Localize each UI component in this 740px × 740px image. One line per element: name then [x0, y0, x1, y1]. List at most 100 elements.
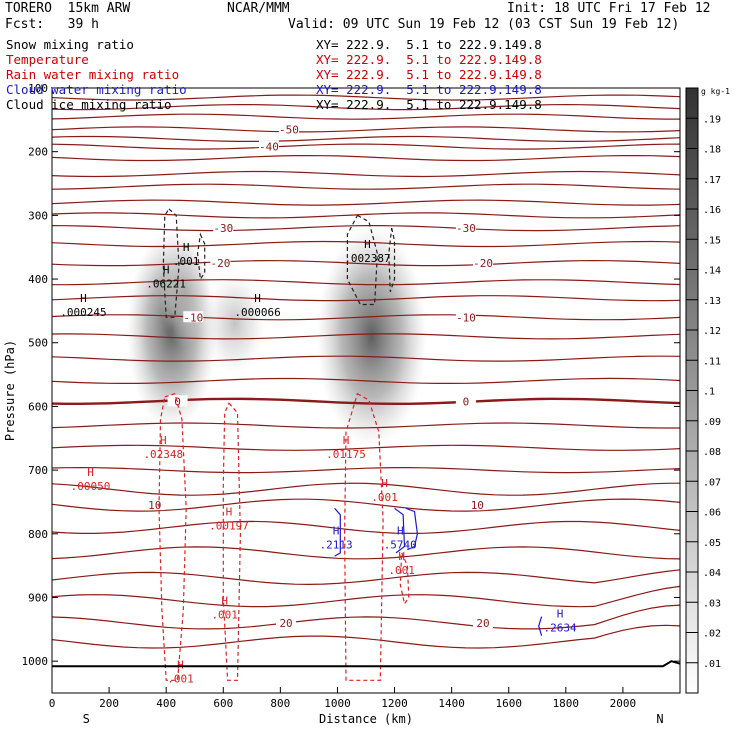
isotherm-label: 0: [463, 395, 470, 408]
temperature-isotherm: [51, 466, 681, 474]
y-tick-label: 800: [28, 528, 48, 541]
temperature-isotherm: [52, 279, 681, 286]
maximum-value-label: .00050: [71, 480, 111, 493]
temperature-isotherm: [51, 314, 681, 321]
temperature-isotherm: [51, 259, 681, 267]
isotherm-label: -30: [213, 222, 233, 235]
temperature-isotherm: [51, 135, 681, 142]
isotherm-label: -10: [456, 311, 476, 324]
temperature-isotherm: [51, 546, 681, 560]
colorbar-label: .02: [703, 629, 721, 640]
isotherm-label-bg: [473, 616, 494, 628]
isotherm-label-bg: [276, 616, 297, 628]
model-name: TORERO 15km ARW: [5, 1, 131, 16]
isotherm-label-bg: [213, 222, 234, 234]
temperature-isotherm: [51, 212, 681, 219]
temperature-isotherm: [51, 94, 681, 101]
isotherm-label-bg: [455, 311, 476, 323]
cloud-ice-contour: [346, 214, 379, 306]
temperature-isotherm: [51, 103, 681, 111]
legend-temperature-name: Temperature: [6, 52, 89, 67]
isotherm-label: 0: [174, 395, 181, 408]
isotherm-label-bg: [278, 123, 299, 135]
legend-snow-name: Snow mixing ratio: [6, 37, 134, 52]
isotherm-label-bg: [455, 395, 476, 407]
temperature-isotherm: [51, 377, 681, 384]
cloud-water-contour: [394, 507, 406, 554]
y-tick-label: 200: [28, 146, 48, 159]
temperature-isotherm: [51, 624, 681, 649]
maximum-h-marker: H: [398, 550, 405, 563]
colorbar-label: .1: [703, 387, 715, 398]
maximum-h-marker: H: [364, 238, 371, 251]
temperature-isotherm: [51, 604, 681, 630]
isotherm-label: 10: [148, 499, 161, 512]
colorbar-unit: g kg-1: [701, 87, 730, 96]
maximum-value-label: .00197: [209, 519, 249, 532]
x-tick-label: 200: [99, 697, 119, 710]
temperature-isotherm: [51, 183, 681, 190]
maximum-h-marker: H: [343, 434, 350, 447]
isotherm-label: -30: [456, 222, 476, 235]
colorbar-label: .06: [703, 508, 721, 519]
temperature-isotherm: [51, 569, 681, 586]
y-tick-label: 400: [28, 273, 48, 286]
colorbar-label: .11: [703, 356, 721, 367]
isotherm-label-bg: [210, 257, 231, 269]
maximum-value-label: .06221: [146, 277, 186, 290]
x-tick-label: 600: [213, 697, 233, 710]
temperature-isotherm: [51, 498, 681, 512]
isotherm-label: -40: [259, 141, 279, 154]
maximum-h-marker: H: [177, 658, 184, 671]
maximum-value-label: .001: [371, 491, 398, 504]
y-tick-label: 900: [28, 591, 48, 604]
freezing-level-isotherm: [51, 397, 681, 405]
maximum-h-marker: H: [254, 292, 261, 305]
x-tick-label: 0: [49, 697, 56, 710]
isotherm-label: -50: [279, 123, 299, 136]
maximum-h-marker: H: [80, 292, 87, 305]
isotherm-label: 10: [471, 499, 484, 512]
colorbar-label: .05: [703, 538, 721, 549]
maximum-h-marker: H: [87, 466, 94, 479]
south-end-label: S: [83, 712, 90, 726]
terrain-surface-line: [52, 660, 681, 668]
legend-cloud-water-xy: XY= 222.9. 5.1 to 222.9.149.8: [316, 82, 542, 97]
colorbar-label: .17: [703, 175, 721, 186]
x-axis-label: Distance (km): [319, 712, 413, 726]
legend-temperature-xy: XY= 222.9. 5.1 to 222.9.149.8: [316, 52, 542, 67]
cloud-water-contour: [538, 616, 543, 636]
cloud-ice-contour: [162, 208, 180, 318]
temperature-isotherm: [51, 240, 681, 248]
x-tick-label: 400: [156, 697, 176, 710]
x-tick-label: 1200: [381, 697, 408, 710]
isotherm-label-bg: [167, 395, 188, 407]
x-tick-label: 1400: [438, 697, 465, 710]
cloud-water-contour: [334, 507, 341, 557]
temperature-isotherm: [51, 520, 681, 535]
maximum-h-marker: H: [221, 595, 228, 608]
maximum-h-marker: H: [226, 505, 233, 518]
legend-cloud-ice-name: Cloud ice mixing ratio: [6, 97, 172, 112]
maximum-h-marker: H: [333, 525, 340, 538]
temperature-isotherm: [51, 482, 681, 496]
colorbar-label: .19: [703, 114, 721, 125]
isotherm-label: 20: [279, 617, 292, 630]
maximum-value-label: .000245: [60, 306, 106, 319]
isotherm-label: -10: [183, 311, 203, 324]
temperature-isotherm: [51, 444, 681, 451]
legend-cloud-water-name: Cloud water mixing ratio: [6, 82, 187, 97]
x-tick-label: 1800: [553, 697, 580, 710]
temperature-isotherm: [51, 585, 681, 608]
cloud-water-contour: [405, 507, 419, 551]
colorbar-label: .09: [703, 417, 721, 428]
legend-cloud-ice-xy: XY= 222.9. 5.1 to 222.9.149.8: [316, 97, 542, 112]
valid-time: Valid: 09 UTC Sun 19 Feb 12 (03 CST Sun …: [288, 17, 680, 32]
maximum-h-marker: H: [557, 607, 564, 620]
isotherm-label: -20: [473, 257, 493, 270]
colorbar-label: .18: [703, 145, 721, 156]
isotherm-label-bg: [473, 257, 494, 269]
isotherm-label-bg: [258, 140, 279, 152]
rain-water-contour: [222, 402, 242, 681]
